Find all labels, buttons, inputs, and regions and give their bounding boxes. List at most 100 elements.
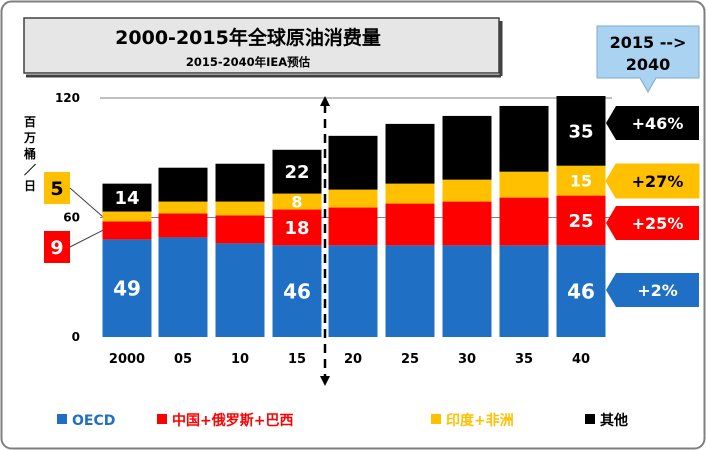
growth-header-line2: 2040 (626, 55, 671, 74)
bar-label-oecd-15: 46 (283, 279, 311, 303)
bar-label-india-africa-15: 8 (291, 192, 302, 211)
y-tick-label: 120 (55, 91, 80, 105)
x-tick-label-15: 15 (288, 352, 306, 367)
bar-label-oecd-2000: 49 (113, 276, 141, 300)
x-tick-label-30: 30 (458, 352, 476, 367)
bar-segment-crb-10 (215, 215, 265, 244)
bar-segment-other-2000 (102, 183, 152, 212)
bar-segment-india-africa-20 (328, 189, 378, 208)
bar-segment-crb-30 (442, 201, 492, 246)
legend-label-oecd: OECD (72, 413, 115, 429)
bar-label-crb-40: 25 (568, 211, 593, 232)
legend-label-other: 其他 (600, 412, 628, 429)
bar-label-other-15: 22 (284, 162, 309, 183)
y-axis-label-char: 桶 (24, 146, 36, 161)
legend-swatch-other (585, 414, 595, 424)
bar-segment-crb-25 (385, 203, 435, 246)
bar-segment-other-15 (272, 149, 322, 194)
bar-segment-india-africa-05 (158, 201, 208, 214)
bar-segment-crb-20 (328, 207, 378, 246)
y-tick-label: 0 (72, 330, 80, 344)
x-tick-label-2000: 2000 (109, 352, 145, 367)
bar-segment-oecd-15 (272, 245, 322, 337)
x-tick-label-05: 05 (174, 352, 192, 367)
growth-header-line1: 2015 --> (610, 33, 687, 52)
y-axis-label: 百万桶／ 日 (23, 115, 36, 193)
legend-label-india-africa: 印度+非洲 (446, 412, 514, 429)
legend-swatch-crb (157, 414, 167, 424)
growth-column: 2015 --> 2040 +46% +27% +25% +2% (596, 25, 700, 307)
divider-arrow-up (320, 96, 330, 106)
bar-segment-crb-35 (499, 197, 549, 246)
bar-segment-crb-2000 (102, 221, 152, 240)
side-label-box-crb (44, 231, 70, 263)
side-label-leader-india-africa (69, 187, 103, 217)
growth-badge-india-africa (605, 163, 700, 199)
growth-badge-crb (606, 206, 699, 240)
bar-segment-crb-15 (272, 209, 322, 246)
bar-segment-india-africa-15 (272, 193, 322, 210)
x-tick-label-20: 20 (344, 352, 362, 367)
growth-label-other: +46% (632, 114, 684, 133)
bar-segment-india-africa-40 (556, 165, 606, 196)
bar-segment-other-10 (215, 163, 265, 202)
legend: OECD 中国+俄罗斯+巴西 印度+非洲 其他 (57, 412, 628, 429)
x-tick-label-35: 35 (515, 352, 533, 367)
bars (102, 96, 606, 337)
bar-segment-india-africa-2000 (102, 211, 152, 222)
bar-label-oecd-40: 46 (567, 279, 595, 303)
growth-label-oecd: +2% (637, 281, 678, 300)
bar-label-other-40: 35 (568, 121, 593, 142)
bar-segment-other-05 (158, 167, 208, 202)
bar-segment-oecd-2000 (102, 239, 152, 337)
legend-swatch-oecd (57, 414, 67, 424)
growth-badge-other (606, 106, 699, 140)
bar-labels: 14 49 22 8 18 46 35 15 25 46 (113, 121, 595, 303)
bar-segment-oecd-25 (385, 245, 435, 337)
bar-segment-crb-05 (158, 213, 208, 238)
legend-label-crb: 中国+俄罗斯+巴西 (172, 412, 293, 429)
bar-segment-oecd-40 (556, 245, 606, 337)
legend-swatch-india-africa (431, 414, 441, 424)
bar-segment-other-25 (385, 123, 435, 184)
y-axis-label-char: ／ (24, 162, 36, 177)
title-box (23, 17, 500, 74)
side-label-india-africa: 5 (50, 178, 63, 200)
y-axis-label-char: 万 (23, 131, 36, 145)
bar-label-crb-15: 18 (284, 218, 309, 239)
growth-label-crb: +25% (632, 214, 684, 233)
side-label-crb: 9 (50, 237, 63, 259)
growth-header-box (596, 25, 700, 94)
bar-segment-india-africa-35 (499, 171, 549, 198)
bar-segment-india-africa-25 (385, 183, 435, 204)
bar-segment-oecd-10 (215, 243, 265, 337)
bar-segment-other-35 (499, 105, 549, 172)
x-tick-label-10: 10 (231, 352, 249, 367)
bar-segment-oecd-20 (328, 245, 378, 337)
side-labels: 59 (44, 172, 103, 263)
x-tick-labels: 2000 05 10 15 20 25 30 35 40 (109, 352, 590, 367)
bar-segment-other-20 (328, 135, 378, 190)
y-tick-label: 60 (63, 211, 80, 225)
bar-segment-other-30 (442, 115, 492, 180)
y-axis-label-char: 百 (24, 115, 36, 129)
bar-segment-oecd-30 (442, 245, 492, 337)
bar-segment-oecd-05 (158, 237, 208, 337)
bar-label-india-africa-40: 15 (570, 171, 592, 190)
side-label-leader-crb (69, 230, 103, 248)
divider-arrow-down (320, 376, 330, 386)
x-tick-label-40: 40 (572, 352, 590, 367)
forecast-divider (320, 96, 330, 386)
bar-segment-oecd-35 (499, 245, 549, 337)
bar-segment-india-africa-30 (442, 179, 492, 202)
chart-title: 2000-2015年全球原油消费量 (115, 26, 381, 49)
side-label-box-india-africa (44, 172, 70, 204)
bar-segment-other-40 (556, 96, 606, 166)
growth-label-india-africa: +27% (632, 172, 684, 191)
bar-segment-india-africa-10 (215, 201, 265, 216)
y-axis-label-char: 日 (24, 179, 36, 193)
growth-badge-oecd (606, 273, 699, 307)
bar-label-other-2000: 14 (114, 188, 139, 209)
